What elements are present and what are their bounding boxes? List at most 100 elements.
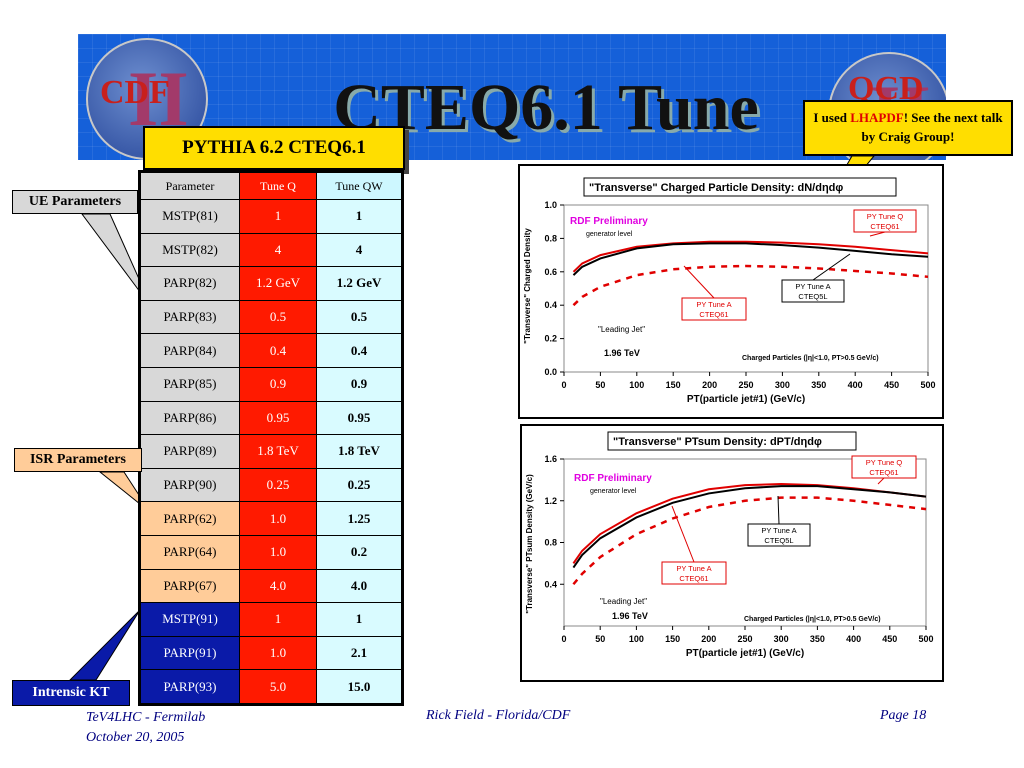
y-tick-label: 0.4 [544, 579, 557, 589]
energy-label: 1.96 TeV [604, 348, 640, 358]
series-line-1 [572, 240, 929, 273]
series-label-text: CTEQ5L [764, 536, 793, 545]
cdf-logo-text: CDF [100, 74, 170, 111]
series-line-3 [572, 264, 929, 307]
x-tick-label: 350 [810, 634, 825, 644]
footer-left: TeV4LHC - Fermilab October 20, 2005 [86, 708, 205, 748]
ptsum-density-svg: 0 50 100 150 200 250 300 350 400 450 500 0.4 0.8 1.2 1… [525, 431, 934, 659]
tune-qw-cell: 1 [316, 602, 403, 637]
y-tick-label: 0.8 [544, 233, 557, 243]
table-row: PARP(62) 1.0 1.25 [139, 501, 403, 536]
ue-tail [81, 213, 153, 309]
chart-title-box [583, 177, 897, 197]
tune-parameter-table: Parameter Tune Q Tune QW MSTP(81) 1 1 MSTP(… [138, 170, 404, 706]
kt-tail [68, 609, 141, 681]
tune-qw-cell: 4.0 [316, 568, 403, 604]
param-cell: PARP(64) [139, 534, 240, 570]
x-tick-label: 250 [737, 634, 752, 644]
series-label-pointer [671, 505, 695, 563]
table-row: PARP(82) 1.2 GeV 1.2 GeV [139, 266, 403, 301]
y-tick-label: 0.0 [544, 367, 557, 377]
table-row: PARP(89) 1.8 TeV 1.8 TeV [139, 434, 403, 469]
table-row: PARP(91) 1.0 2.1 [139, 635, 403, 671]
footer-conference: TeV4LHC - Fermilab [86, 710, 206, 725]
series-line-2 [572, 242, 929, 276]
series-label-box [681, 297, 747, 321]
param-cell: PARP(93) [139, 669, 240, 705]
x-tick-label: 100 [629, 380, 644, 390]
x-tick-label: 150 [666, 380, 681, 390]
tune-q-cell: 1.0 [239, 635, 317, 671]
param-cell: PARP(67) [139, 568, 240, 604]
x-tick-label: 50 [595, 634, 605, 644]
y-tick-label: 1.0 [544, 200, 557, 210]
table-row: MSTP(91) 1 1 [139, 602, 403, 637]
series-label-text: CTEQ61 [679, 574, 708, 583]
tune-q-cell: 4.0 [239, 568, 317, 604]
param-cell: MSTP(81) [139, 199, 240, 234]
note-highlight: LHAPDF [850, 110, 904, 125]
param-cell: PARP(86) [139, 400, 240, 436]
x-tick-label: 150 [665, 634, 680, 644]
y-tick-label: 0.2 [544, 334, 557, 344]
pythia-label: PYTHIA 6.2 CTEQ6.1 [143, 126, 405, 170]
series-label-box [661, 561, 727, 585]
footer-date: October 20, 2005 [86, 730, 185, 745]
series-label-text: PY Tune A [761, 526, 796, 535]
x-tick-label: 100 [629, 634, 644, 644]
tune-q-cell: 1.8 TeV [239, 434, 317, 469]
chart-title: "Transverse" PTsum Density: dPT/dηdφ [613, 436, 822, 448]
cuts-label: Charged Particles (|η|<1.0, PT>0.5 GeV/c… [742, 355, 879, 362]
table-row: PARP(64) 1.0 0.2 [139, 534, 403, 570]
header-tune-qw: Tune QW [316, 171, 403, 200]
tune-q-cell: 0.9 [239, 366, 317, 402]
tune-qw-cell: 0.5 [316, 299, 403, 335]
table-body: MSTP(81) 1 1 MSTP(82) 4 4 PARP(82) 1.2 GeV 1.2 G… [139, 199, 403, 705]
leading-jet-label: "Leading Jet" [600, 597, 647, 606]
tune-q-cell: 1 [239, 602, 317, 637]
series-label-pointer [877, 477, 885, 485]
y-tick-label: 1.6 [544, 454, 557, 464]
series-label-text: CTEQ61 [869, 468, 898, 477]
ue-parameters-callout: UE Parameters [12, 190, 138, 214]
param-cell: PARP(91) [139, 635, 240, 671]
lhapdf-note: I used LHAPDF! See the next talk by Crai… [803, 100, 1013, 156]
chart-title: "Transverse" Charged Particle Density: d… [589, 182, 843, 194]
tune-q-cell: 0.25 [239, 467, 317, 503]
table-row: PARP(90) 0.25 0.25 [139, 467, 403, 503]
tune-q-cell: 1.2 GeV [239, 266, 317, 301]
param-cell: PARP(62) [139, 501, 240, 536]
tune-qw-cell: 0.25 [316, 467, 403, 503]
param-cell: PARP(82) [139, 266, 240, 301]
tune-qw-cell: 1.2 GeV [316, 266, 403, 301]
param-cell: PARP(84) [139, 333, 240, 368]
x-tick-label: 0 [561, 634, 566, 644]
tune-qw-cell: 0.95 [316, 400, 403, 436]
tune-q-cell: 0.5 [239, 299, 317, 335]
table-row: PARP(84) 0.4 0.4 [139, 333, 403, 368]
generator-level-label: generator level [590, 488, 637, 495]
series-label-box [747, 523, 811, 547]
table-row: PARP(85) 0.9 0.9 [139, 366, 403, 402]
x-tick-label: 500 [918, 634, 933, 644]
leading-jet-label: "Leading Jet" [598, 325, 645, 334]
param-cell: MSTP(82) [139, 232, 240, 268]
charged-density-svg: 0 50 100 150 200 250 300 350 400 450 500 0.0 0.2 0.4 0… [523, 177, 936, 405]
header-tune-q: Tune Q [239, 171, 317, 200]
table-row: PARP(83) 0.5 0.5 [139, 299, 403, 335]
series-label-box [781, 279, 845, 303]
tune-qw-cell: 1 [316, 199, 403, 234]
tune-qw-cell: 1.8 TeV [316, 434, 403, 469]
x-tick-label: 400 [848, 380, 863, 390]
x-tick-label: 200 [701, 634, 716, 644]
tune-q-cell: 1 [239, 199, 317, 234]
plot-area [563, 204, 929, 373]
series-label-pointer [683, 265, 715, 299]
footer-author: Rick Field - Florida/CDF [426, 708, 571, 723]
x-axis-label: PT(particle jet#1) (GeV/c) [687, 394, 805, 405]
series-label-text: PY Tune Q [866, 458, 903, 467]
series-label-text: CTEQ5L [798, 292, 827, 301]
tune-qw-cell: 0.4 [316, 333, 403, 368]
plot-area [563, 458, 927, 627]
charged-density-chart: 0 50 100 150 200 250 300 350 400 450 500 0.0 0.2 0.4 0… [518, 164, 944, 419]
